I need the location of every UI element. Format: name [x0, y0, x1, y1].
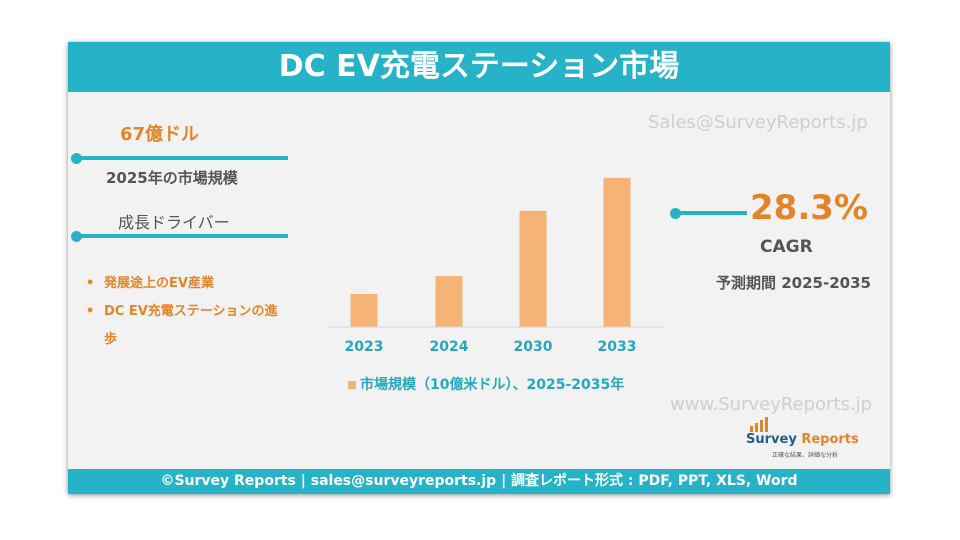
bar-2023	[350, 294, 378, 327]
market-size-label: 2025年の市場規模	[106, 169, 238, 187]
bar-chart: 2023 2024 2030 2033 市場規模（10億米ドル）、2025-2035年	[328, 177, 663, 393]
bar-2024	[435, 276, 463, 327]
x-tick-label: 2033	[598, 339, 637, 355]
market-size-value: 67億ドル	[120, 124, 200, 145]
driver-item: 発展途上のEV産業	[86, 270, 286, 298]
x-tick-label: 2023	[345, 339, 384, 355]
x-tick-label: 2030	[514, 339, 553, 355]
watermark-website: www.SurveyReports.jp	[670, 394, 873, 415]
survey-reports-logo: Survey Reports 正確な結果、詳細な分析	[746, 416, 876, 464]
infographic-card: DC EV充電ステーション市場 67億ドル 2025年の市場規模 成長ドライバー…	[68, 42, 890, 494]
footer-bar: ©Survey Reports | sales@surveyreports.jp…	[68, 469, 890, 494]
drivers-list: 発展途上のEV産業 DC EV充電ステーションの進歩	[86, 270, 286, 354]
x-tick-labels: 2023 2024 2030 2033	[345, 339, 637, 355]
logo-tagline: 正確な結果、詳細な分析	[772, 452, 839, 459]
drivers-line	[76, 234, 288, 238]
logo-name-part1: Survey	[746, 432, 797, 447]
bar-2033	[603, 177, 631, 327]
watermark-email: Sales@SurveyReports.jp	[648, 112, 868, 133]
cagr-line	[675, 211, 747, 215]
cagr-label: CAGR	[760, 237, 813, 257]
bar-2030	[519, 210, 547, 327]
logo-name-part2: Reports	[796, 432, 859, 447]
driver-item: DC EV充電ステーションの進歩	[86, 298, 286, 354]
x-tick-label: 2024	[430, 339, 469, 355]
logo-name: Survey Reports	[746, 432, 859, 447]
market-size-line	[76, 156, 288, 160]
bar-chart-logo-icon	[750, 417, 768, 432]
page-title: DC EV充電ステーション市場	[68, 42, 890, 92]
drivers-heading: 成長ドライバー	[118, 213, 230, 232]
legend-label: 市場規模（10億米ドル）、2025-2035年	[360, 376, 624, 393]
cagr-value: 28.3%	[750, 188, 868, 228]
bar-group	[350, 177, 631, 327]
forecast-period: 予測期間 2025-2035	[716, 274, 871, 292]
legend-swatch	[348, 381, 356, 389]
